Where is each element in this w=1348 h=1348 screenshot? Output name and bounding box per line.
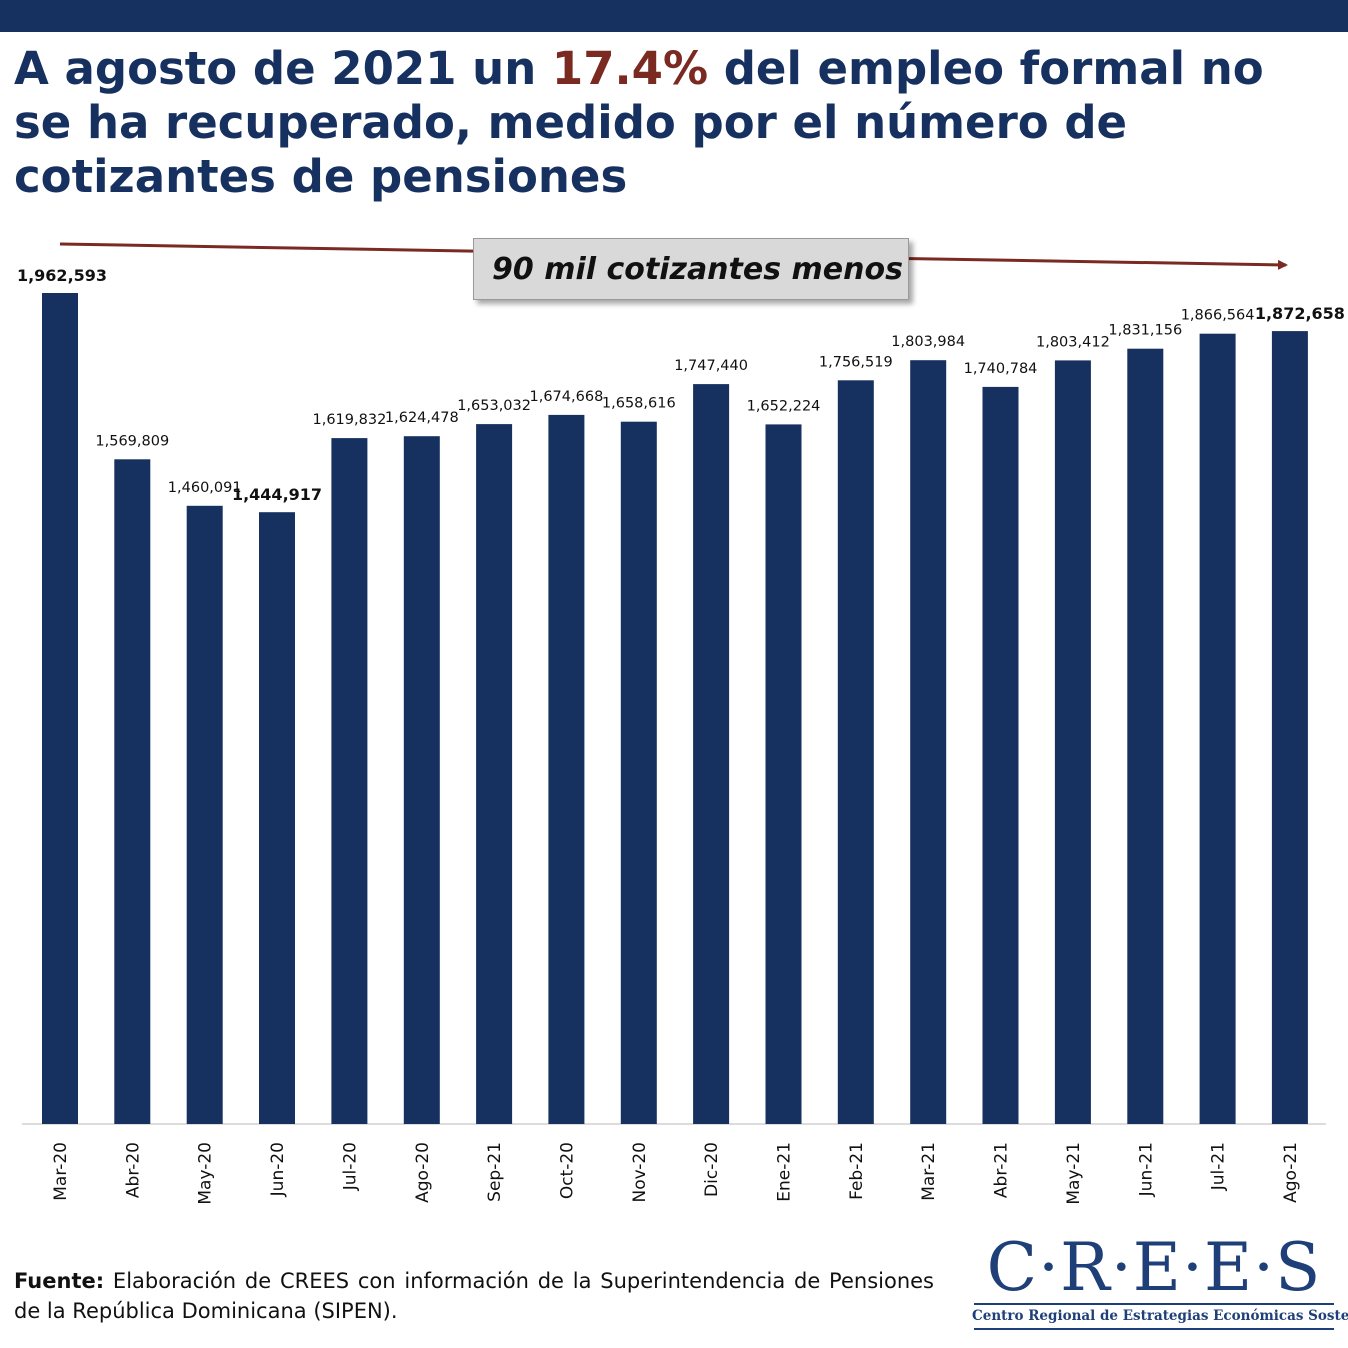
bar-ago-21 (1271, 331, 1308, 1125)
bar-jun-20 (259, 512, 295, 1124)
x-tick-jul-20: Jul-20 (340, 1142, 360, 1191)
bar-may-20 (186, 505, 223, 1124)
bar-sep-21 (476, 424, 513, 1125)
value-label-ene-21: 1,652,224 (747, 398, 821, 414)
bar-ene-21 (765, 424, 802, 1124)
difference-callout: 90 mil cotizantes menos (473, 238, 909, 300)
source-note: Fuente: Elaboración de CREES con informa… (14, 1266, 934, 1326)
value-label-mar-20: 1,962,593 (17, 266, 107, 285)
value-label-jul-20: 1,619,832 (313, 412, 387, 428)
x-tick-oct-20: Oct-20 (557, 1142, 577, 1199)
x-tick-abr-20: Abr-20 (123, 1142, 143, 1198)
bar-jun-21 (1127, 348, 1164, 1124)
value-label-feb-21: 1,756,519 (819, 354, 893, 370)
x-tick-ago-21: Ago-21 (1281, 1142, 1301, 1203)
logo-wordmark: C·R·E·E·S (986, 1229, 1322, 1306)
logo-rule-top (974, 1303, 1334, 1305)
bar-feb-21 (837, 380, 874, 1124)
x-tick-jun-21: Jun-21 (1136, 1142, 1156, 1197)
logo-rule-bottom (974, 1328, 1334, 1330)
bar-mar-21 (910, 360, 947, 1124)
source-label: Fuente: (14, 1269, 105, 1293)
x-tick-jun-20: Jun-20 (268, 1142, 288, 1197)
value-label-dic-20: 1,747,440 (674, 358, 748, 374)
bar-abr-20 (114, 459, 151, 1124)
value-label-may-21: 1,803,412 (1036, 334, 1110, 350)
value-label-may-20: 1,460,091 (168, 480, 242, 496)
top-banner (0, 0, 1348, 32)
value-label-oct-20: 1,674,668 (530, 389, 604, 405)
bar-dic-20 (693, 384, 730, 1125)
value-label-nov-20: 1,658,616 (602, 396, 676, 412)
bar-ago-20 (403, 436, 440, 1124)
value-label-jul-21: 1,866,564 (1181, 308, 1255, 324)
source-text: Elaboración de CREES con información de … (14, 1269, 934, 1323)
x-tick-ago-20: Ago-20 (413, 1142, 433, 1203)
logo-subtitle: Centro Regional de Estrategias Económica… (972, 1308, 1348, 1324)
value-label-jun-21: 1,831,156 (1108, 323, 1182, 339)
bar-may-21 (1054, 360, 1091, 1124)
crees-logo: C·R·E·E·S Centro Regional de Estrategias… (972, 1229, 1348, 1336)
title-text-end: del empleo formal no se ha recuperado, m… (14, 42, 1264, 203)
value-label-jun-20: 1,444,917 (232, 485, 322, 504)
bar-mar-20 (42, 293, 78, 1124)
title-text-start: A agosto de 2021 un (14, 42, 552, 95)
x-tick-mar-20: Mar-20 (51, 1142, 71, 1201)
value-label-ago-21: 1,872,658 (1255, 304, 1345, 323)
bar-nov-20 (620, 421, 657, 1124)
value-label-abr-20: 1,569,809 (95, 433, 169, 449)
title-highlight-percent: 17.4% (551, 42, 709, 95)
value-label-mar-21: 1,803,984 (891, 334, 965, 350)
x-tick-abr-21: Abr-21 (992, 1142, 1012, 1198)
x-tick-dic-20: Dic-20 (702, 1142, 722, 1197)
callout-text: 90 mil cotizantes menos (492, 251, 903, 287)
x-tick-nov-20: Nov-20 (630, 1142, 650, 1203)
bar-jul-21 (1199, 333, 1236, 1124)
bar-abr-21 (982, 386, 1019, 1124)
x-tick-mar-21: Mar-21 (919, 1142, 939, 1201)
x-tick-ene-21: Ene-21 (775, 1142, 795, 1202)
value-label-ago-20: 1,624,478 (385, 410, 459, 426)
x-tick-may-20: May-20 (196, 1142, 216, 1205)
bar-jul-20 (331, 438, 368, 1125)
x-tick-sep-21: Sep-21 (485, 1142, 505, 1202)
x-tick-jul-21: Jul-21 (1209, 1142, 1229, 1191)
x-tick-feb-21: Feb-21 (847, 1142, 867, 1200)
value-label-sep-21: 1,653,032 (457, 398, 531, 414)
x-tick-may-21: May-21 (1064, 1142, 1084, 1205)
value-label-abr-21: 1,740,784 (964, 361, 1038, 377)
bar-oct-20 (548, 414, 585, 1124)
page-title: A agosto de 2021 un 17.4% del empleo for… (14, 42, 1334, 204)
